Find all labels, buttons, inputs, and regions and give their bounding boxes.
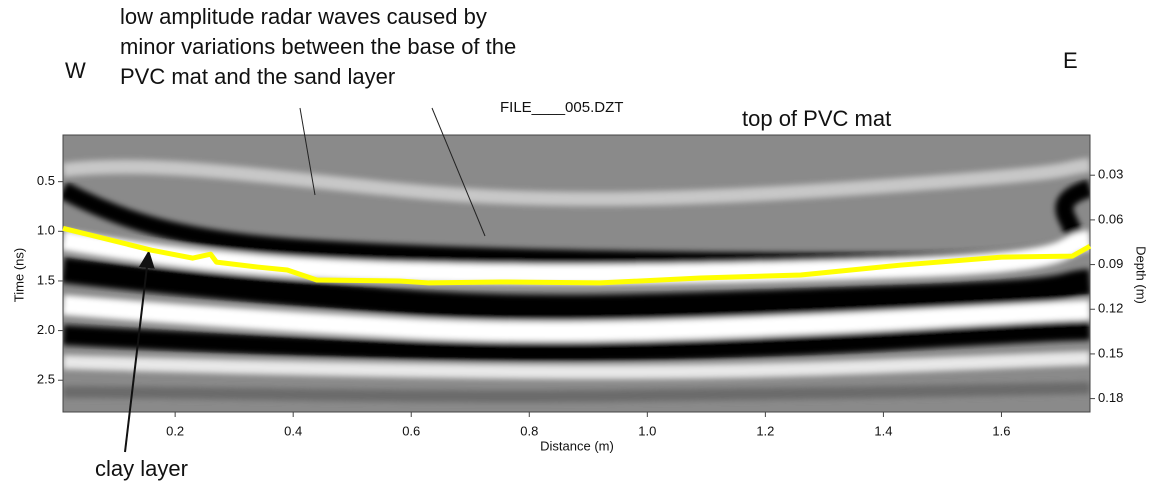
x-tick-label: 0.8	[520, 423, 538, 438]
annotation-line: PVC mat and the sand layer	[120, 64, 395, 89]
x-tick-label: 1.6	[992, 423, 1010, 438]
radargram	[63, 135, 1090, 412]
x-tick-label: 1.0	[638, 423, 656, 438]
y-axis-label: Time (ns)	[11, 248, 26, 302]
y-tick-label: 0.5	[37, 173, 55, 188]
file-label: FILE____005.DZT	[500, 99, 623, 116]
x-tick-label: 0.2	[166, 423, 184, 438]
annotation-line: minor variations between the base of the	[120, 34, 516, 59]
y-tick-label: 2.5	[37, 372, 55, 387]
x-tick-label: 0.6	[402, 423, 420, 438]
y2-tick-label: 0.18	[1098, 390, 1123, 405]
y2-tick-label: 0.06	[1098, 211, 1123, 226]
pointer-line	[299, 107, 316, 196]
y2-tick-label: 0.03	[1098, 167, 1123, 182]
x-tick-label: 0.4	[284, 423, 302, 438]
y2-axis-label: Depth (m)	[1134, 246, 1149, 304]
y2-tick-label: 0.15	[1098, 345, 1123, 360]
y-tick-label: 1.0	[37, 223, 55, 238]
horizon-line	[62, 225, 1092, 286]
y-tick-label: 2.0	[37, 322, 55, 337]
plot-frame	[62, 134, 1091, 413]
clay-arrow	[124, 250, 155, 453]
annotation-line: low amplitude radar waves caused by	[120, 4, 487, 29]
x-tick-label: 1.2	[756, 423, 774, 438]
west-label: W	[65, 58, 86, 83]
x-tick-label: 1.4	[874, 423, 892, 438]
y2-tick-label: 0.12	[1098, 301, 1123, 316]
x-axis-label: Distance (m)	[540, 438, 614, 453]
clay-label: clay layer	[95, 456, 188, 481]
y2-tick-label: 0.09	[1098, 256, 1123, 271]
pointer-line	[431, 107, 486, 237]
east-label: E	[1063, 48, 1078, 73]
y-tick-label: 1.5	[37, 272, 55, 287]
top-label: top of PVC mat	[742, 106, 891, 131]
